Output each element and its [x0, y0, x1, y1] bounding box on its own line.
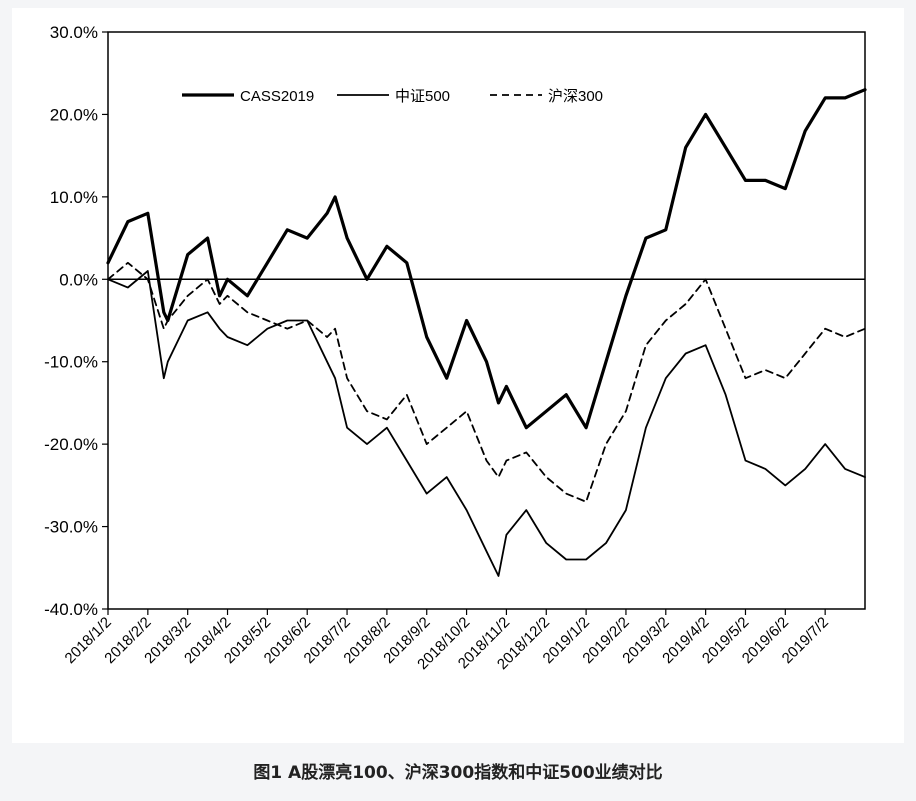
series-line-1 — [107, 270, 866, 577]
legend: CASS2019 中证500 沪深300 — [182, 88, 603, 105]
plot-frame — [107, 31, 866, 610]
y-tick-label: 30.0% — [50, 23, 98, 42]
legend-label-2: 沪深300 — [548, 88, 603, 105]
series-layer — [106, 88, 867, 577]
y-tick-label: -40.0% — [44, 600, 98, 619]
legend-label-1: 中证500 — [395, 88, 450, 105]
legend-label-0: CASS2019 — [240, 88, 314, 105]
y-tick-label: -30.0% — [44, 518, 98, 537]
series-line-0 — [106, 88, 867, 430]
y-tick-label: 10.0% — [50, 188, 98, 207]
y-tick-label: 0.0% — [59, 270, 98, 289]
y-tick-label: 20.0% — [50, 105, 98, 124]
axis-layer: 30.0% 20.0% 10.0% 0.0% -10.0% -20.0% -30.0% -40… — [44, 23, 866, 673]
figure-caption: 图1 A股漂亮100、沪深300指数和中证500业绩对比 — [253, 763, 663, 783]
series-line-2 — [107, 261, 866, 503]
y-tick-label: -20.0% — [44, 435, 98, 454]
chart-figure: 30.0% 20.0% 10.0% 0.0% -10.0% -20.0% -30.0% -40… — [12, 8, 904, 743]
y-tick-label: -10.0% — [44, 353, 98, 372]
line-chart: 30.0% 20.0% 10.0% 0.0% -10.0% -20.0% -30.0% -40… — [44, 23, 867, 673]
